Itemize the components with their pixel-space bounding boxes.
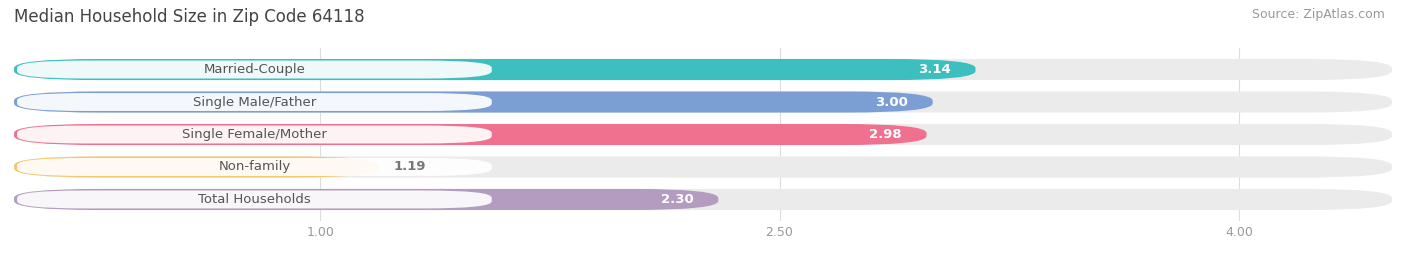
FancyBboxPatch shape [14, 157, 378, 178]
Text: Married-Couple: Married-Couple [204, 63, 305, 76]
Text: Source: ZipAtlas.com: Source: ZipAtlas.com [1251, 8, 1385, 21]
Text: Single Male/Father: Single Male/Father [193, 95, 316, 108]
FancyBboxPatch shape [17, 190, 492, 208]
FancyBboxPatch shape [14, 91, 932, 112]
FancyBboxPatch shape [17, 93, 492, 111]
FancyBboxPatch shape [14, 59, 1392, 80]
Text: 1.19: 1.19 [394, 161, 426, 174]
FancyBboxPatch shape [14, 189, 1392, 210]
FancyBboxPatch shape [14, 124, 1392, 145]
Text: 3.14: 3.14 [918, 63, 950, 76]
Text: 2.30: 2.30 [661, 193, 693, 206]
FancyBboxPatch shape [17, 126, 492, 143]
FancyBboxPatch shape [17, 158, 492, 176]
FancyBboxPatch shape [14, 91, 1392, 112]
Text: Total Households: Total Households [198, 193, 311, 206]
Text: Non-family: Non-family [218, 161, 291, 174]
FancyBboxPatch shape [14, 59, 976, 80]
Text: Median Household Size in Zip Code 64118: Median Household Size in Zip Code 64118 [14, 8, 364, 26]
Text: 2.98: 2.98 [869, 128, 903, 141]
FancyBboxPatch shape [14, 124, 927, 145]
Text: 3.00: 3.00 [876, 95, 908, 108]
FancyBboxPatch shape [14, 157, 1392, 178]
FancyBboxPatch shape [17, 61, 492, 79]
FancyBboxPatch shape [14, 189, 718, 210]
Text: Single Female/Mother: Single Female/Mother [181, 128, 326, 141]
